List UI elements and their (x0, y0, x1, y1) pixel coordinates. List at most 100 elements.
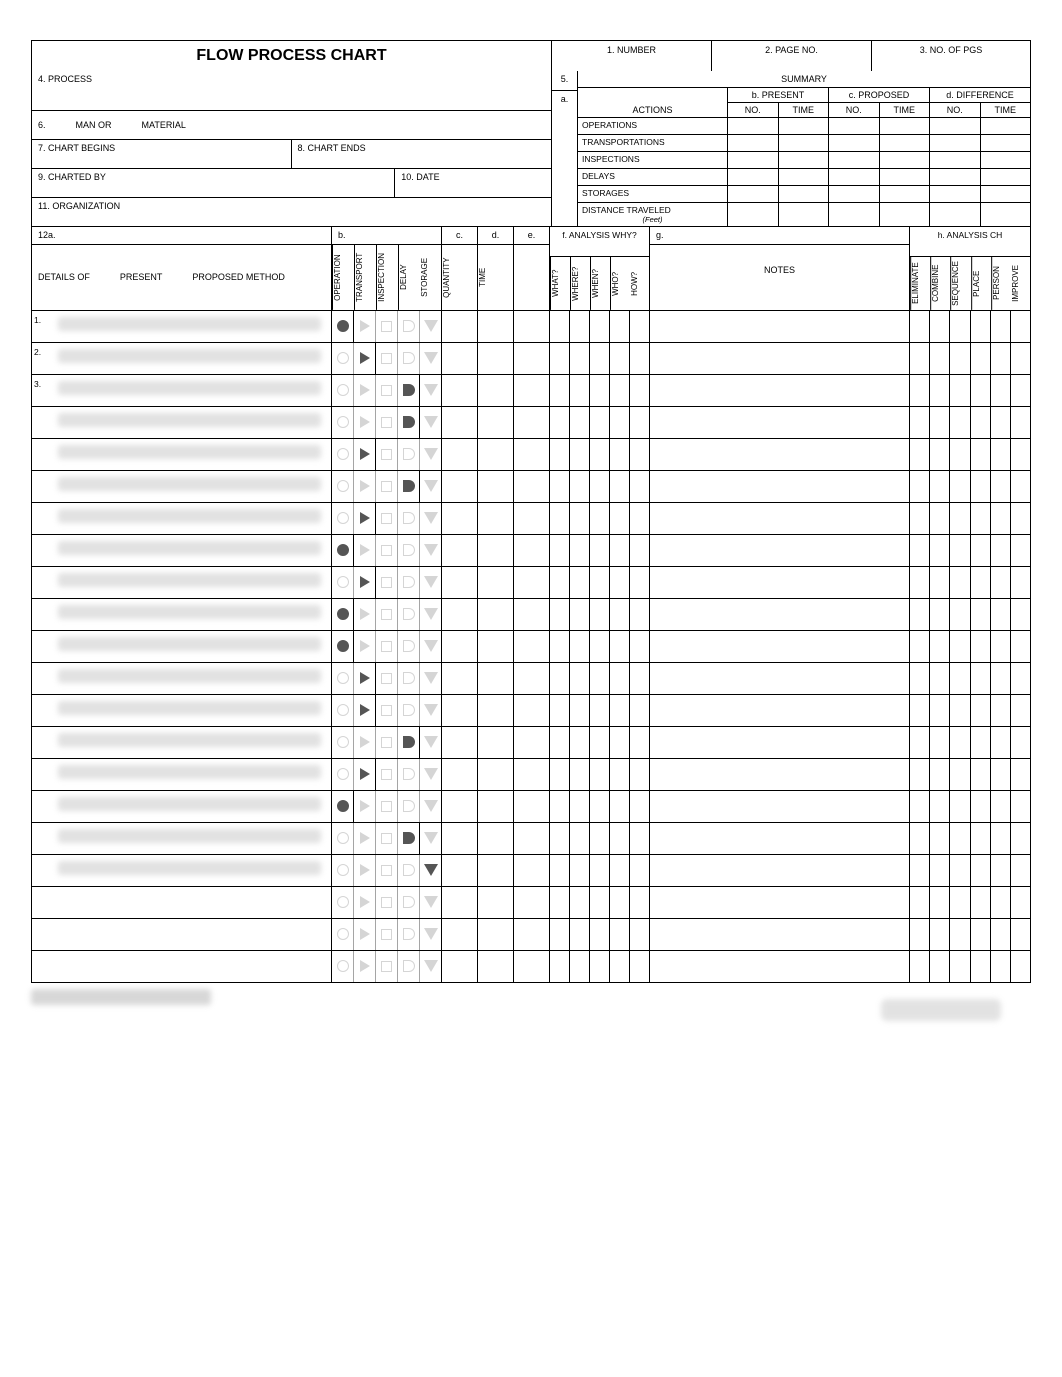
s12f-col-label: WHERE? (570, 257, 590, 310)
symbol-cell (398, 663, 420, 694)
field-charted-by: 9. CHARTED BY (32, 169, 395, 197)
symbol-cell (332, 535, 354, 566)
cell-e (514, 887, 550, 918)
footer-blur-right (881, 999, 1001, 1021)
row-description (54, 567, 332, 598)
symbol-cell (354, 471, 376, 502)
symbol-cell (376, 407, 398, 438)
symbol-cell (398, 919, 420, 950)
label-quantity: QUANTITY (442, 245, 477, 310)
symbol-cell (398, 951, 420, 982)
cell-h (910, 599, 1030, 630)
cell-notes (650, 695, 910, 726)
cell-f (550, 439, 650, 470)
detail-row (31, 759, 1031, 791)
symbol-cell (354, 407, 376, 438)
summary-action-row: DELAYS (578, 169, 1030, 186)
symbol-cell (332, 919, 354, 950)
cell-e (514, 407, 550, 438)
detail-row (31, 855, 1031, 887)
detail-row (31, 823, 1031, 855)
symbol-cell (376, 727, 398, 758)
detail-row (31, 503, 1031, 535)
row-symbols (332, 503, 442, 534)
cell-d (478, 887, 514, 918)
summary-action-label: STORAGES (578, 186, 728, 202)
cell-notes (650, 823, 910, 854)
symbol-cell (420, 407, 441, 438)
row-number (32, 535, 54, 566)
cell-d (478, 759, 514, 790)
upper-left-fields: 4. PROCESS 6. MAN OR MATERIAL 7. CHART B… (32, 71, 552, 226)
cell-h (910, 407, 1030, 438)
cell-h (910, 503, 1030, 534)
cell-f (550, 503, 650, 534)
symbol-cell (420, 759, 441, 790)
symbol-cell (376, 343, 398, 374)
field-process: 4. PROCESS (32, 71, 551, 111)
symbol-cell (332, 631, 354, 662)
row-description (54, 887, 332, 918)
row-description (54, 695, 332, 726)
row-symbols (332, 631, 442, 662)
symbol-cell (420, 599, 441, 630)
cell-f (550, 823, 650, 854)
s12h-col-label: PLACE (971, 257, 991, 310)
symbol-cell (354, 791, 376, 822)
cell-d (478, 727, 514, 758)
symbol-cell (376, 695, 398, 726)
footer-blur-left (31, 989, 211, 1005)
summary-header-row: ACTIONS b. PRESENT NO. TIME c. PROPOSED … (578, 88, 1030, 118)
cell-c (442, 343, 478, 374)
cell-h (910, 919, 1030, 950)
cell-c (442, 631, 478, 662)
cell-h (910, 343, 1030, 374)
label-present: PRESENT (120, 272, 163, 282)
label-b: b. (332, 227, 441, 245)
detail-row (31, 919, 1031, 951)
symbol-cell (398, 823, 420, 854)
cell-notes (650, 503, 910, 534)
symbol-cell (376, 567, 398, 598)
cell-c (442, 503, 478, 534)
label-6: 6. (38, 120, 46, 130)
summary-proposed-label: c. PROPOSED (829, 88, 929, 103)
cell-e (514, 631, 550, 662)
s12f-col-label: HOW? (630, 257, 649, 310)
symbol-cell (420, 343, 441, 374)
field-nopgs-label: 3. NO. OF PGS (872, 41, 1030, 71)
cell-e (514, 567, 550, 598)
label-f: f. ANALYSIS WHY? (550, 227, 649, 257)
cell-notes (650, 759, 910, 790)
cell-c (442, 375, 478, 406)
row-symbols (332, 567, 442, 598)
row-description (54, 727, 332, 758)
cell-h (910, 887, 1030, 918)
label-d: d. (478, 227, 513, 245)
symbol-cell (398, 343, 420, 374)
row-description (54, 631, 332, 662)
cell-d (478, 567, 514, 598)
row-number (32, 919, 54, 950)
symbol-cell (398, 791, 420, 822)
cell-c (442, 663, 478, 694)
row-number (32, 695, 54, 726)
cell-notes (650, 311, 910, 342)
row-symbols (332, 535, 442, 566)
s12-e-col: e. (514, 227, 550, 310)
cell-c (442, 599, 478, 630)
detail-row (31, 535, 1031, 567)
row-description (54, 599, 332, 630)
cell-e (514, 663, 550, 694)
symbol-cell (420, 823, 441, 854)
row-number (32, 823, 54, 854)
row-symbols (332, 727, 442, 758)
cell-d (478, 375, 514, 406)
row-description (54, 823, 332, 854)
symbol-cell (398, 503, 420, 534)
symbol-cell (376, 887, 398, 918)
detail-row (31, 695, 1031, 727)
symbol-cell (354, 919, 376, 950)
cell-notes (650, 727, 910, 758)
symbol-cell (376, 823, 398, 854)
